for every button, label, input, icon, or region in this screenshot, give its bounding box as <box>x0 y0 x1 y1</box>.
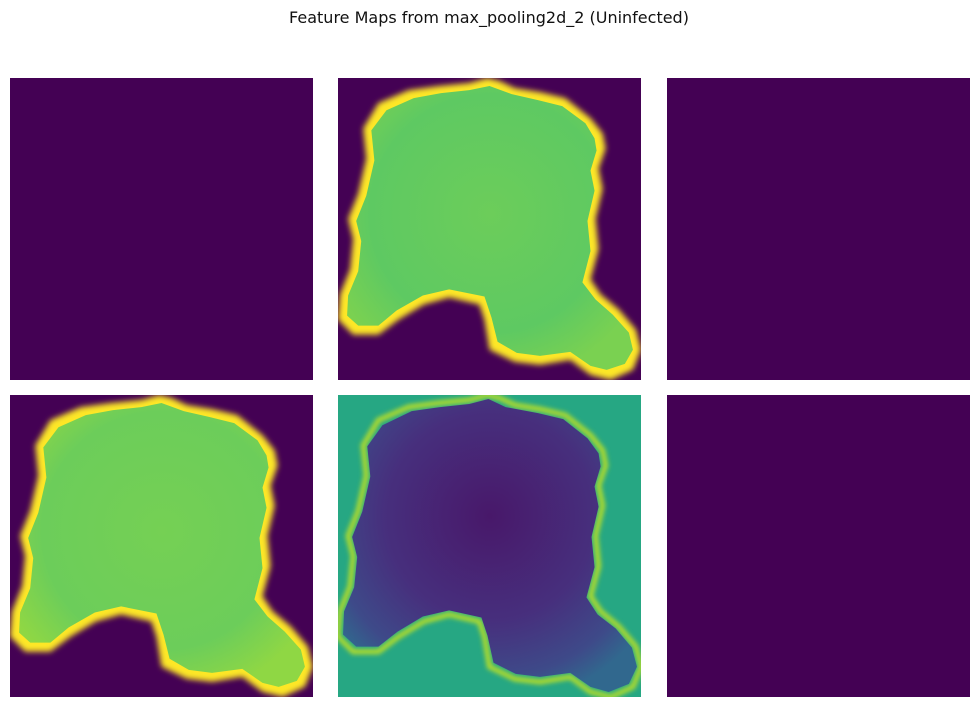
feature-map-4 <box>10 395 313 697</box>
cell-body <box>347 86 633 370</box>
feature-map-3 <box>667 78 970 380</box>
feature-map-5 <box>338 395 641 697</box>
figure-title: Feature Maps from max_pooling2d_2 (Uninf… <box>289 8 689 27</box>
cell-body <box>19 403 305 687</box>
map-background <box>667 78 970 380</box>
map-background <box>667 395 970 697</box>
cell-body <box>343 399 637 692</box>
feature-map-6 <box>667 395 970 697</box>
feature-map-2 <box>338 78 641 380</box>
feature-map-1 <box>10 78 313 380</box>
map-background <box>10 78 313 380</box>
cell-edge <box>338 395 641 697</box>
